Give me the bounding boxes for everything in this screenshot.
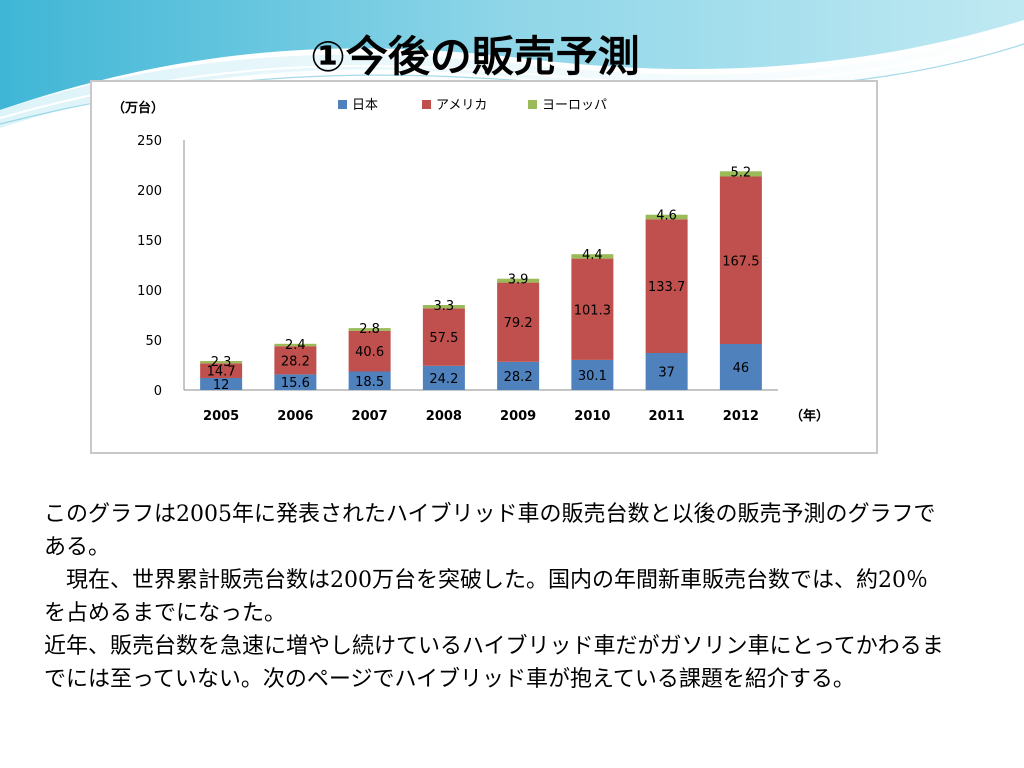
data-label: 167.5: [722, 254, 759, 269]
data-label: 4.4: [582, 248, 603, 263]
bar-日本-2006: [274, 374, 317, 390]
bar-日本-2010: [571, 359, 614, 390]
y-tick-label: 150: [137, 234, 162, 249]
bar-アメリカ-2005: [200, 363, 243, 378]
bar-アメリカ-2006: [274, 346, 317, 375]
bar-ヨーロッパ-2008: [422, 305, 465, 309]
data-label: 2.8: [359, 322, 380, 337]
x-tick-label: 2006: [277, 409, 313, 424]
data-label: 14.7: [207, 365, 236, 380]
bar-アメリカ-2007: [348, 330, 391, 372]
data-label: 101.3: [574, 303, 611, 318]
legend-label: アメリカ: [436, 98, 487, 113]
y-axis-title: （万台）: [112, 100, 164, 116]
bar-日本-2012: [719, 344, 762, 390]
legend-swatch-アメリカ: [422, 100, 431, 109]
y-tick-label: 100: [137, 284, 162, 299]
chart-container: 0 50 100 150 200 250 （万台） （年） 12 14.7 2.3 2005 15.6 2…: [90, 80, 878, 454]
y-tick-label: 250: [137, 134, 162, 149]
data-label: 37: [658, 366, 675, 381]
legend-swatch-日本: [338, 100, 347, 109]
paragraph-3: 近年、販売台数を急速に増やし続けているハイブリッド車だがガソリン車にとってかわる…: [44, 634, 944, 692]
bar-日本-2009: [497, 361, 540, 390]
bar-ヨーロッパ-2012: [719, 171, 762, 177]
bar-アメリカ-2012: [719, 176, 762, 344]
data-label: 28.2: [504, 370, 533, 385]
data-label: 133.7: [648, 280, 685, 295]
data-label: 46: [733, 361, 750, 376]
data-label: 3.3: [434, 299, 455, 314]
legend-label: ヨーロッパ: [542, 98, 607, 113]
data-label: 28.2: [281, 354, 310, 369]
legend-swatch-ヨーロッパ: [528, 100, 537, 109]
paragraph-1: このグラフは2005年に発表されたハイブリッド車の販売台数と以後の販売予測のグラ…: [44, 502, 936, 560]
data-label: 40.6: [355, 345, 384, 360]
x-tick-label: 2005: [203, 409, 239, 424]
data-label: 2.3: [211, 355, 232, 370]
bar-ヨーロッパ-2011: [645, 214, 688, 220]
x-axis-title: （年）: [790, 408, 829, 424]
bar-アメリカ-2008: [422, 308, 465, 366]
data-label: 5.2: [731, 165, 752, 180]
bar-日本-2008: [422, 365, 465, 390]
bar-アメリカ-2010: [571, 258, 614, 360]
x-tick-label: 2007: [352, 409, 388, 424]
data-label: 57.5: [429, 331, 458, 346]
x-tick-label: 2008: [426, 409, 462, 424]
slide-title: ①今後の販売予測: [310, 32, 640, 81]
x-tick-label: 2012: [723, 409, 759, 424]
bar-アメリカ-2009: [497, 282, 540, 362]
bar-ヨーロッパ-2009: [497, 278, 540, 283]
y-tick-label: 200: [137, 184, 162, 199]
data-label: 30.1: [578, 369, 607, 384]
y-tick-label: 0: [154, 384, 162, 399]
data-label: 3.9: [508, 273, 529, 288]
bar-ヨーロッパ-2005: [200, 361, 243, 364]
data-label: 79.2: [504, 316, 533, 331]
paragraph-2: 現在、世界累計販売台数は200万台を突破した。国内の年間新車販売台数では、約20…: [44, 568, 928, 626]
data-label: 18.5: [355, 375, 384, 390]
bar-日本-2005: [200, 378, 243, 390]
data-label: 15.6: [281, 376, 310, 391]
bar-アメリカ-2011: [645, 219, 688, 353]
x-tick-label: 2010: [574, 409, 610, 424]
x-tick-label: 2009: [500, 409, 536, 424]
bar-ヨーロッパ-2007: [348, 328, 391, 331]
data-label: 2.4: [285, 338, 306, 353]
bar-ヨーロッパ-2010: [571, 254, 614, 259]
bar-日本-2011: [645, 353, 688, 390]
legend-label: 日本: [352, 98, 378, 113]
data-label: 12: [213, 378, 230, 393]
x-tick-label: 2011: [649, 409, 685, 424]
body-text: このグラフは2005年に発表されたハイブリッド車の販売台数と以後の販売予測のグラ…: [44, 498, 944, 696]
data-label: 4.6: [656, 209, 677, 224]
data-label: 24.2: [429, 372, 458, 387]
bar-ヨーロッパ-2006: [274, 343, 317, 347]
y-tick-label: 50: [145, 334, 162, 349]
bar-日本-2007: [348, 371, 391, 390]
